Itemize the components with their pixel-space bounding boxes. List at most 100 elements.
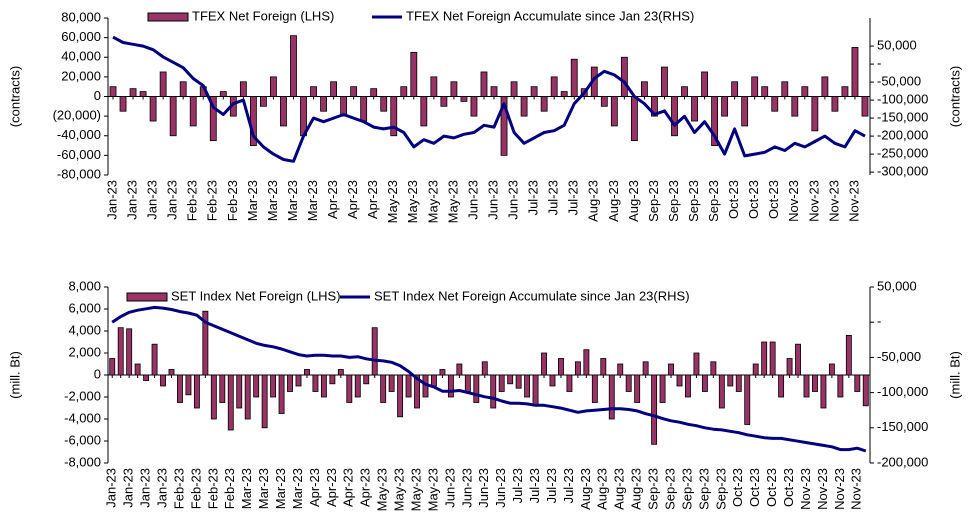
bar xyxy=(608,374,615,420)
y2-tick-label: - xyxy=(877,56,881,71)
y2-tick-label: -200,000 xyxy=(877,128,928,143)
y-tick-label: 80,000 xyxy=(61,9,101,24)
bar xyxy=(149,96,157,122)
bar xyxy=(741,96,749,127)
bar xyxy=(851,47,859,97)
x-tick-label: Apr-23 xyxy=(345,180,360,219)
bar xyxy=(718,374,725,409)
bar xyxy=(219,374,226,403)
bar xyxy=(380,374,387,403)
y-tick-label: 0 xyxy=(94,366,101,381)
bar xyxy=(350,86,358,97)
x-tick-label: May-23 xyxy=(375,468,390,511)
bar xyxy=(480,71,488,97)
x-tick-label: Jun-23 xyxy=(442,468,457,508)
x-tick-label: Nov-23 xyxy=(815,468,830,510)
bar xyxy=(661,66,668,97)
bar xyxy=(751,76,759,97)
y-tick-label: -60,000 xyxy=(57,147,101,162)
bar xyxy=(360,96,368,122)
bar xyxy=(414,374,420,409)
bar xyxy=(139,91,147,97)
bar xyxy=(641,81,648,97)
bar xyxy=(371,327,378,376)
y-axis-title: (mill. Bt) xyxy=(7,351,22,399)
bar xyxy=(560,91,568,97)
bar xyxy=(837,374,844,398)
y-tick-label: 20,000 xyxy=(61,68,101,83)
bar xyxy=(566,374,573,392)
x-tick-label: Jan-23 xyxy=(121,468,136,508)
bar xyxy=(524,374,531,398)
bar xyxy=(558,358,564,376)
bar xyxy=(189,96,197,127)
bar xyxy=(202,310,209,376)
bar xyxy=(711,96,719,146)
bar xyxy=(430,76,438,97)
bar xyxy=(532,374,539,407)
bar xyxy=(177,374,183,403)
x-tick-label: Oct-23 xyxy=(766,180,781,219)
y2-axis-title: (mill. Bt) xyxy=(947,351,962,399)
x-tick-label: Mar-23 xyxy=(290,468,305,509)
bar xyxy=(771,96,779,112)
bar xyxy=(761,86,769,97)
bar xyxy=(460,96,468,102)
bar xyxy=(400,86,408,97)
bar xyxy=(671,96,678,137)
x-tick-label: Jan-23 xyxy=(138,468,153,508)
y2-tick-label: - xyxy=(877,314,881,329)
x-tick-label: Oct-23 xyxy=(747,468,762,507)
bar xyxy=(821,76,829,97)
bar xyxy=(634,374,641,403)
x-tick-label: Oct-23 xyxy=(764,468,779,507)
x-tick-label: Apr-23 xyxy=(324,468,339,507)
y-axis-title: (contracts) xyxy=(7,66,22,127)
bar xyxy=(450,81,458,97)
bar xyxy=(727,374,734,387)
bar xyxy=(510,81,518,97)
bar xyxy=(330,81,337,97)
bar xyxy=(685,374,691,398)
bar xyxy=(574,361,581,376)
bar xyxy=(540,96,548,112)
bar xyxy=(134,363,141,376)
bar xyxy=(625,374,632,392)
x-tick-label: Jan-23 xyxy=(104,180,119,220)
x-tick-label: Jun-23 xyxy=(459,468,474,508)
x-tick-label: May-23 xyxy=(445,180,460,223)
bar xyxy=(340,96,348,117)
bar xyxy=(126,328,133,376)
x-tick-label: Jan-23 xyxy=(104,468,119,508)
bar xyxy=(219,91,227,97)
bar xyxy=(209,96,217,142)
bar xyxy=(845,334,852,376)
x-tick-label: Jul-23 xyxy=(561,468,576,503)
bar xyxy=(721,96,729,117)
bar xyxy=(610,96,618,127)
x-tick-label: Jul-23 xyxy=(510,468,525,503)
bar xyxy=(651,374,658,445)
bar xyxy=(312,374,319,392)
bar xyxy=(370,88,378,97)
bar xyxy=(179,81,187,97)
bar xyxy=(651,96,658,117)
x-tick-label: Sep-23 xyxy=(706,180,721,222)
y2-axis-title: (contracts) xyxy=(947,66,962,127)
bar xyxy=(600,96,608,107)
x-tick-label: Apr-23 xyxy=(365,180,380,219)
bar xyxy=(550,76,558,97)
x-tick-label: Sep-23 xyxy=(646,180,661,222)
bar xyxy=(473,374,480,403)
bar xyxy=(244,374,251,420)
x-tick-label: Feb-23 xyxy=(225,180,240,221)
x-tick-label: Sep-23 xyxy=(679,468,694,510)
bar xyxy=(752,363,759,376)
x-tick-label: Aug-23 xyxy=(626,180,641,222)
bar xyxy=(681,86,688,97)
bar xyxy=(270,76,277,97)
x-tick-label: Apr-23 xyxy=(307,468,322,507)
bar xyxy=(710,361,717,376)
bar xyxy=(405,374,412,398)
